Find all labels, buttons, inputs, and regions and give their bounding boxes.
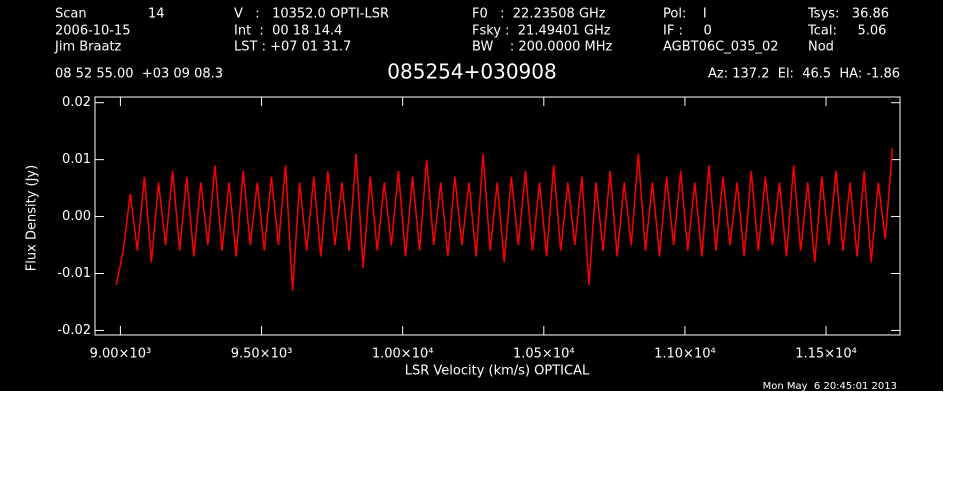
header-info: AGBT06C_035_02 bbox=[663, 40, 779, 55]
x-tick-label: 1.10×10⁴ bbox=[654, 347, 716, 362]
header-info: V : 10352.0 OPTI-LSR bbox=[234, 7, 389, 22]
y-tick-label: 0.01 bbox=[62, 152, 91, 167]
x-tick-label: 1.00×10⁴ bbox=[372, 347, 434, 362]
header-info: Pol: I bbox=[663, 7, 707, 22]
header-info: LST : +07 01 31.7 bbox=[234, 40, 351, 55]
header-info: IF : 0 bbox=[663, 24, 712, 39]
timestamp: Mon May 6 20:45:01 2013 bbox=[763, 381, 897, 392]
x-tick-label: 1.05×10⁴ bbox=[513, 347, 575, 362]
header-info: Int : 00 18 14.4 bbox=[234, 24, 342, 39]
header-info: 08 52 55.00 +03 09 08.3 bbox=[55, 67, 223, 82]
header-info: Tcal: 5.06 bbox=[807, 24, 886, 39]
x-axis-label: LSR Velocity (km/s) OPTICAL bbox=[405, 364, 590, 379]
y-tick-label: 0.00 bbox=[62, 209, 91, 224]
header-info: 14 bbox=[148, 7, 165, 22]
y-tick-label: -0.02 bbox=[57, 323, 91, 338]
header-info: F0 : 22.23508 GHz bbox=[472, 7, 606, 22]
spectrum-line bbox=[115, 148, 894, 291]
header-info: Jim Braatz bbox=[54, 40, 122, 55]
header-info: Az: 137.2 El: 46.5 HA: -1.86 bbox=[708, 67, 900, 82]
header-info: Nod bbox=[808, 40, 834, 55]
header-info: BW : 200.0000 MHz bbox=[472, 40, 613, 55]
plot-frame bbox=[94, 96, 901, 336]
x-tick-label: 9.00×10³ bbox=[90, 347, 152, 362]
header-info: Tsys: 36.86 bbox=[807, 7, 889, 22]
y-axis-label: Flux Density (Jy) bbox=[25, 165, 40, 271]
chart-title: 085254+030908 bbox=[387, 60, 556, 84]
y-tick-label: 0.02 bbox=[62, 95, 91, 110]
x-tick-label: 9.50×10³ bbox=[231, 347, 293, 362]
y-tick-label: -0.01 bbox=[57, 266, 91, 281]
header-info: Fsky : 21.49401 GHz bbox=[472, 24, 611, 39]
header-info: 2006-10-15 bbox=[55, 24, 131, 39]
x-tick-label: 1.15×10⁴ bbox=[795, 347, 857, 362]
header-info: Scan bbox=[55, 7, 87, 22]
